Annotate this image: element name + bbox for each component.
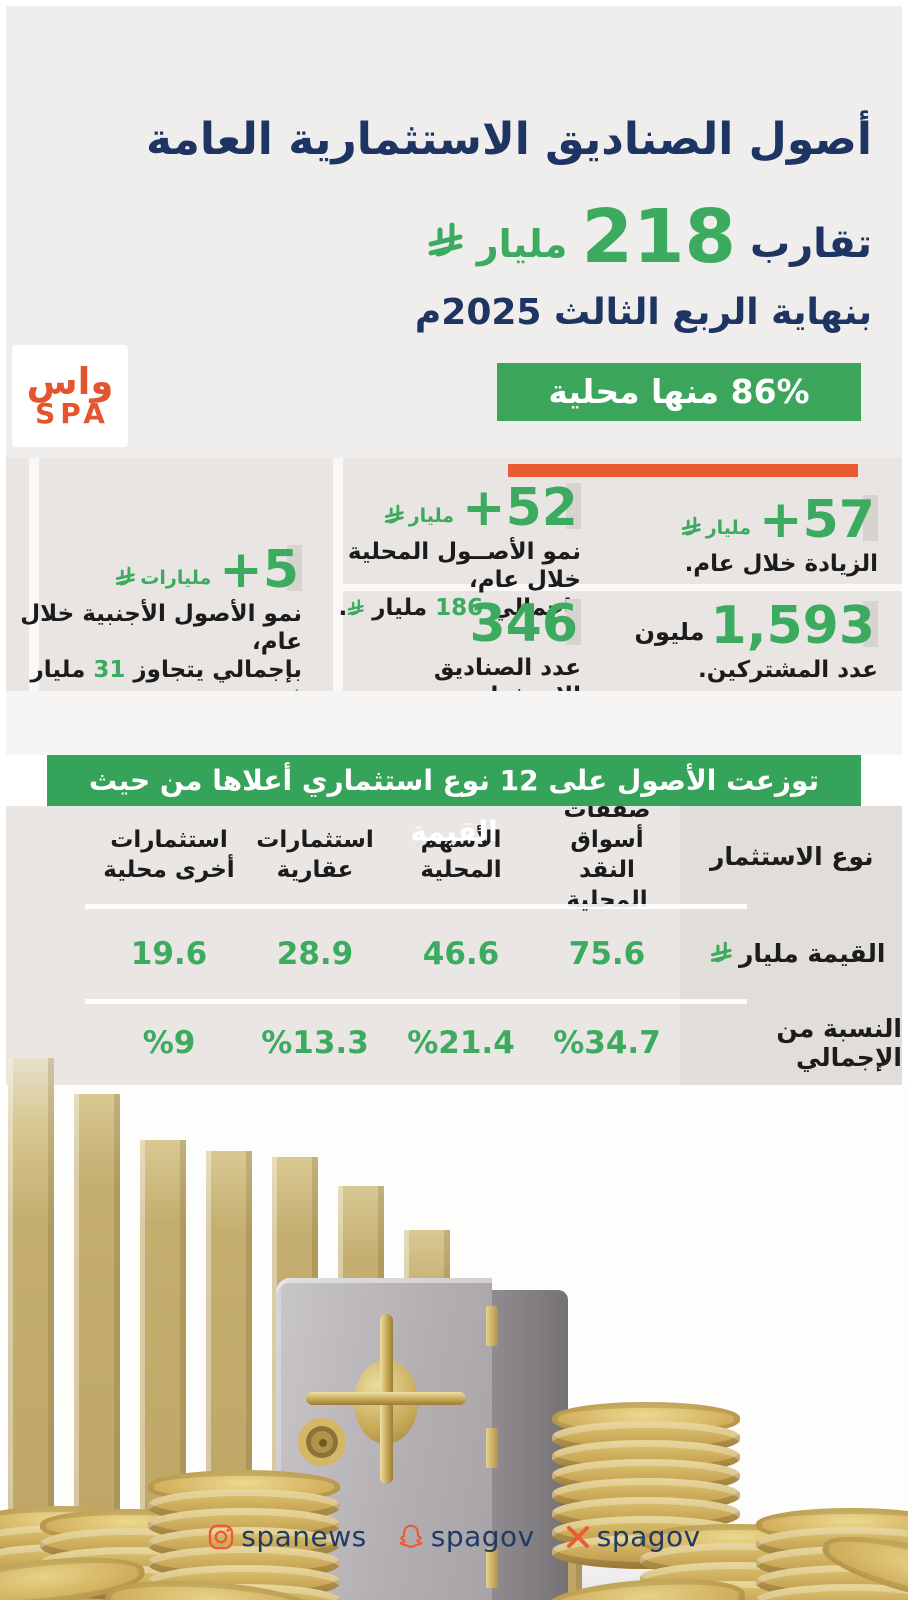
riyal-symbol-icon bbox=[115, 566, 136, 589]
stat-number: 52+ bbox=[462, 478, 578, 538]
table-value-row-label: القيمة مليار bbox=[680, 906, 902, 1001]
stat-local-growth: 52+ مليار نمو الأصــول المحلية خلال عام،… bbox=[331, 480, 581, 622]
vault-hinge bbox=[486, 1306, 498, 1346]
stat-desc: الزيادة خلال عام. bbox=[684, 551, 878, 577]
number-accent-block bbox=[566, 599, 581, 645]
stat-unit: مليار bbox=[705, 516, 752, 539]
social-handle-x: spagov bbox=[565, 1520, 701, 1553]
table-percent-cell: %21.4 bbox=[407, 1025, 515, 1061]
instagram-icon bbox=[207, 1523, 235, 1551]
page-title: أصول الصناديق الاستثمارية العامة bbox=[146, 114, 872, 165]
headline-number: 218 bbox=[581, 194, 736, 280]
number-accent-block bbox=[863, 601, 878, 647]
spa-logo-latin: SPA bbox=[35, 396, 110, 430]
spa-logo-arabic: واس bbox=[26, 360, 114, 404]
riyal-symbol-icon bbox=[384, 504, 404, 527]
table-percent-cell: %9 bbox=[142, 1025, 196, 1061]
riyal-symbol-icon bbox=[710, 941, 732, 966]
distribution-table: نوع الاستثمار صفقات أسواق النقد المحلية … bbox=[6, 797, 902, 1085]
table-column-header: استثمارات أخرى محلية bbox=[103, 827, 235, 883]
header-section: أصول الصناديق الاستثمارية العامة تقارب 2… bbox=[6, 6, 902, 458]
table-value-cell: 19.6 bbox=[130, 935, 208, 972]
table-percent-cell: %34.7 bbox=[553, 1025, 661, 1061]
table-header-row-label: نوع الاستثمار bbox=[710, 841, 874, 871]
period-subtitle: بنهاية الربع الثالث 2025م bbox=[414, 292, 872, 333]
table-value-cell: 75.6 bbox=[568, 935, 646, 972]
vault-lock bbox=[298, 1418, 346, 1466]
table-value-cell: 28.9 bbox=[276, 935, 354, 972]
table-percent-cell: %13.3 bbox=[261, 1025, 369, 1061]
stat-number: 5+ bbox=[219, 540, 299, 600]
section-gap bbox=[6, 691, 902, 755]
vault-hinge bbox=[486, 1428, 498, 1468]
riyal-symbol-icon bbox=[427, 222, 463, 262]
vault-handle bbox=[306, 1392, 466, 1405]
stats-divider-vertical bbox=[333, 458, 343, 691]
local-share-badge: 86% منها محلية bbox=[497, 363, 861, 421]
stat-unit: مليار bbox=[408, 504, 455, 527]
table-column-header: الأسهم المحلية bbox=[420, 827, 502, 883]
stat-number: 57+ bbox=[759, 490, 875, 550]
table-title-band: توزعت الأصول على 12 نوع استثماري أعلاها … bbox=[47, 755, 861, 848]
table-column-header: صفقات أسواق النقد المحلية bbox=[563, 797, 651, 913]
number-accent-block bbox=[566, 483, 581, 529]
social-handle-instagram: spanews bbox=[207, 1520, 366, 1553]
table-percent-row-label: النسبة من الإجمالي bbox=[776, 1014, 902, 1072]
stat-foreign-growth: 5+ مليارات نمو الأصول الأجنبية خلال عام،… bbox=[6, 542, 302, 712]
stat-subscribers: 1,593 مليون عدد المشتركين. bbox=[603, 598, 878, 684]
stat-desc: عدد المشتركين. bbox=[697, 657, 878, 683]
table-column-header: استثمارات عقارية bbox=[256, 827, 374, 883]
stats-section: 57+ مليار الزيادة خلال عام. 1,593 مليون … bbox=[6, 458, 902, 711]
orange-accent-bar bbox=[508, 464, 858, 477]
vault-hinge bbox=[486, 1548, 498, 1588]
headline-figure: تقارب 218 مليار bbox=[427, 200, 872, 274]
headline-prefix: تقارب bbox=[749, 221, 872, 267]
table-row-divider bbox=[85, 999, 747, 1004]
stats-divider-horizontal bbox=[337, 584, 902, 591]
x-icon bbox=[565, 1524, 591, 1550]
stats-divider-vertical bbox=[29, 458, 39, 691]
stat-unit: مليارات bbox=[140, 566, 212, 589]
table-row-divider bbox=[85, 904, 747, 909]
stat-unit: مليون bbox=[634, 618, 705, 646]
snapchat-icon bbox=[397, 1523, 425, 1551]
spa-logo: واس SPA bbox=[12, 345, 128, 447]
riyal-symbol-icon bbox=[681, 516, 701, 539]
number-accent-block bbox=[287, 545, 302, 591]
table-value-cell: 46.6 bbox=[422, 935, 500, 972]
gold-illustration: spanews spagov spagov bbox=[0, 1058, 908, 1600]
stat-yearly-increase: 57+ مليار الزيادة خلال عام. bbox=[603, 492, 878, 578]
stat-desc: نمو الأصول الأجنبية خلال عام، بإجمالي يت… bbox=[6, 600, 302, 712]
headline-unit: مليار bbox=[476, 222, 568, 267]
stat-number: 1,593 bbox=[710, 596, 875, 656]
number-accent-block bbox=[863, 495, 878, 541]
social-handle-snapchat: spagov bbox=[397, 1520, 535, 1553]
social-handles-row: spanews spagov spagov bbox=[0, 1520, 908, 1553]
stat-number: 346 bbox=[469, 594, 578, 654]
riyal-symbol-icon bbox=[347, 599, 364, 618]
